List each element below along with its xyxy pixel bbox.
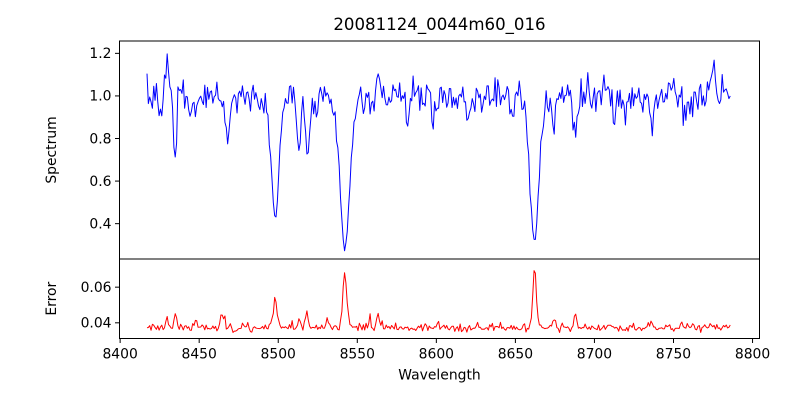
x-tick-label: 8550 <box>340 347 375 363</box>
spectrum-y-tick-label: 1.0 <box>89 89 111 105</box>
x-tick-label: 8700 <box>577 347 612 363</box>
spectrum-y-tick-label: 0.6 <box>89 174 111 190</box>
x-tick-label: 8500 <box>261 347 296 363</box>
error-axes-box <box>119 258 760 339</box>
error-panel-data <box>146 270 731 333</box>
plot-title: 20081124_0044m60_016 <box>333 15 545 35</box>
spectrum-panel-data <box>146 53 731 252</box>
spectrum-axes-box <box>119 40 760 260</box>
spectrum-y-tick-label: 0.4 <box>89 216 111 232</box>
spectrum-y-axis-label: Spectrum <box>44 116 60 183</box>
error-y-tick-label: 0.06 <box>81 280 112 296</box>
data-series <box>146 53 731 333</box>
x-tick-label: 8650 <box>498 347 533 363</box>
x-axis-label: Wavelength <box>398 368 480 384</box>
error-y-axis-label: Error <box>44 282 60 316</box>
axes: 8400 8450 8500 8550 8600 8650 8700 8750 8800 0.4 0… <box>81 40 770 363</box>
spectrum-y-tick-label: 1.2 <box>89 46 111 62</box>
x-tick-label: 8450 <box>182 347 217 363</box>
spectrum-line <box>146 53 731 252</box>
error-y-tick-label: 0.04 <box>81 316 112 332</box>
x-tick-label: 8800 <box>735 347 770 363</box>
spectrum-y-tick-label: 0.8 <box>89 131 111 147</box>
x-tick-label: 8600 <box>419 347 454 363</box>
x-tick-label: 8750 <box>656 347 691 363</box>
error-line <box>146 270 731 333</box>
x-tick-label: 8400 <box>102 347 137 363</box>
